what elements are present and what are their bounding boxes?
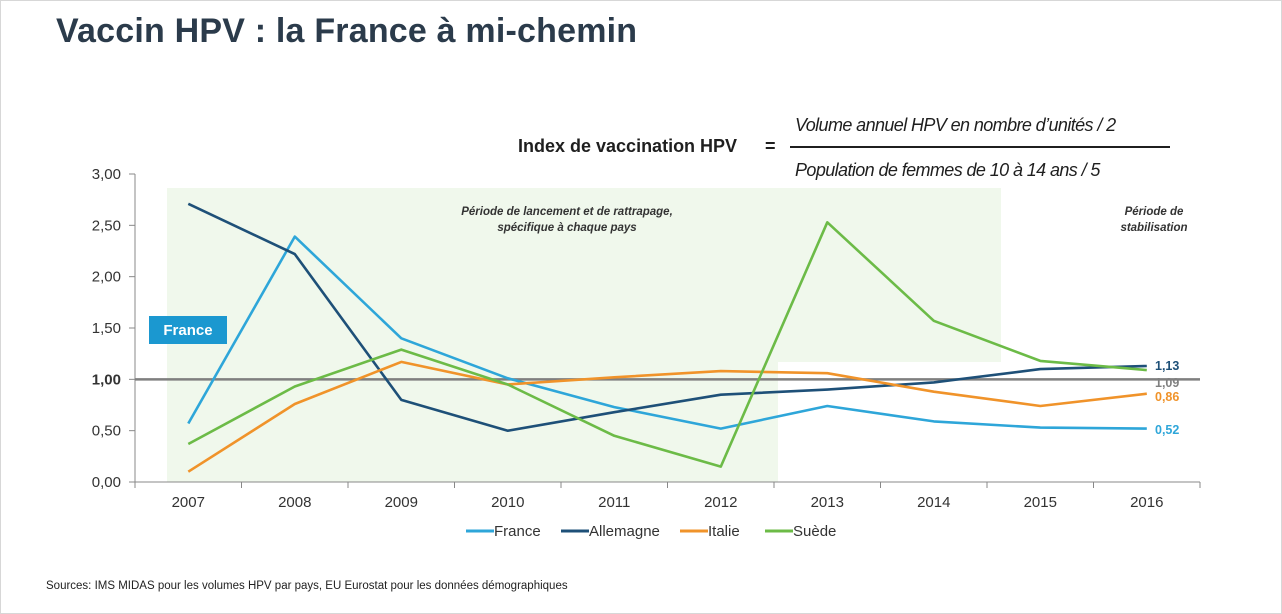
end-label-allemagne: 1,13 <box>1155 359 1179 373</box>
formula-fraction-bar <box>790 146 1170 148</box>
page-title: Vaccin HPV : la France à mi-chemin <box>56 12 638 50</box>
x-tick-label: 2012 <box>704 494 737 511</box>
x-tick-label: 2013 <box>811 494 844 511</box>
launch-period-shade-top <box>167 188 1001 362</box>
formula-equals: = <box>765 136 776 156</box>
series-line-italie <box>187 360 1147 473</box>
y-tick-label: 2,00 <box>92 269 121 286</box>
formula-numerator: Volume annuel HPV en nombre d’unités / 2 <box>795 115 1116 135</box>
end-label-france: 0,52 <box>1155 423 1179 437</box>
y-tick-label: 1,00 <box>92 371 121 388</box>
series-line-suede <box>187 221 1147 468</box>
france-callout <box>149 316 227 344</box>
x-tick-label: 2014 <box>917 494 950 511</box>
x-tick-label: 2010 <box>491 494 524 511</box>
legend-label-italie: Italie <box>708 523 740 540</box>
y-tick-label: 3,00 <box>92 166 121 183</box>
legend-label-suede: Suède <box>793 523 836 540</box>
y-tick-label: 1,50 <box>92 320 121 337</box>
x-tick-label: 2015 <box>1024 494 1057 511</box>
legend-label-france: France <box>494 523 541 540</box>
source-note: Sources: IMS MIDAS pour les volumes HPV … <box>46 580 568 592</box>
end-label-suede: 1,09 <box>1155 376 1179 390</box>
x-tick-label: 2007 <box>172 494 205 511</box>
x-tick-label: 2011 <box>598 494 630 511</box>
end-label-italie: 0,86 <box>1155 390 1179 404</box>
formula-label: Index de vaccination HPV <box>518 136 738 156</box>
stabilisation-label: stabilisation <box>1120 222 1187 234</box>
launch-period-label: Période de lancement et de rattrapage, <box>461 206 673 218</box>
y-tick-label: 0,50 <box>92 423 121 440</box>
y-tick-label: 2,50 <box>92 217 121 234</box>
france-callout-label: France <box>163 322 212 339</box>
formula-denominator: Population de femmes de 10 à 14 ans / 5 <box>795 160 1100 180</box>
series-line-france <box>187 235 1147 430</box>
y-tick-label: 0,00 <box>92 474 121 491</box>
legend-label-allemagne: Allemagne <box>589 523 660 540</box>
series-line-allemagne <box>187 202 1147 433</box>
launch-period-label: spécifique à chaque pays <box>497 222 636 234</box>
stabilisation-label: Période de <box>1125 206 1184 218</box>
x-tick-label: 2008 <box>278 494 311 511</box>
x-tick-label: 2009 <box>385 494 418 511</box>
x-tick-label: 2016 <box>1130 494 1163 511</box>
